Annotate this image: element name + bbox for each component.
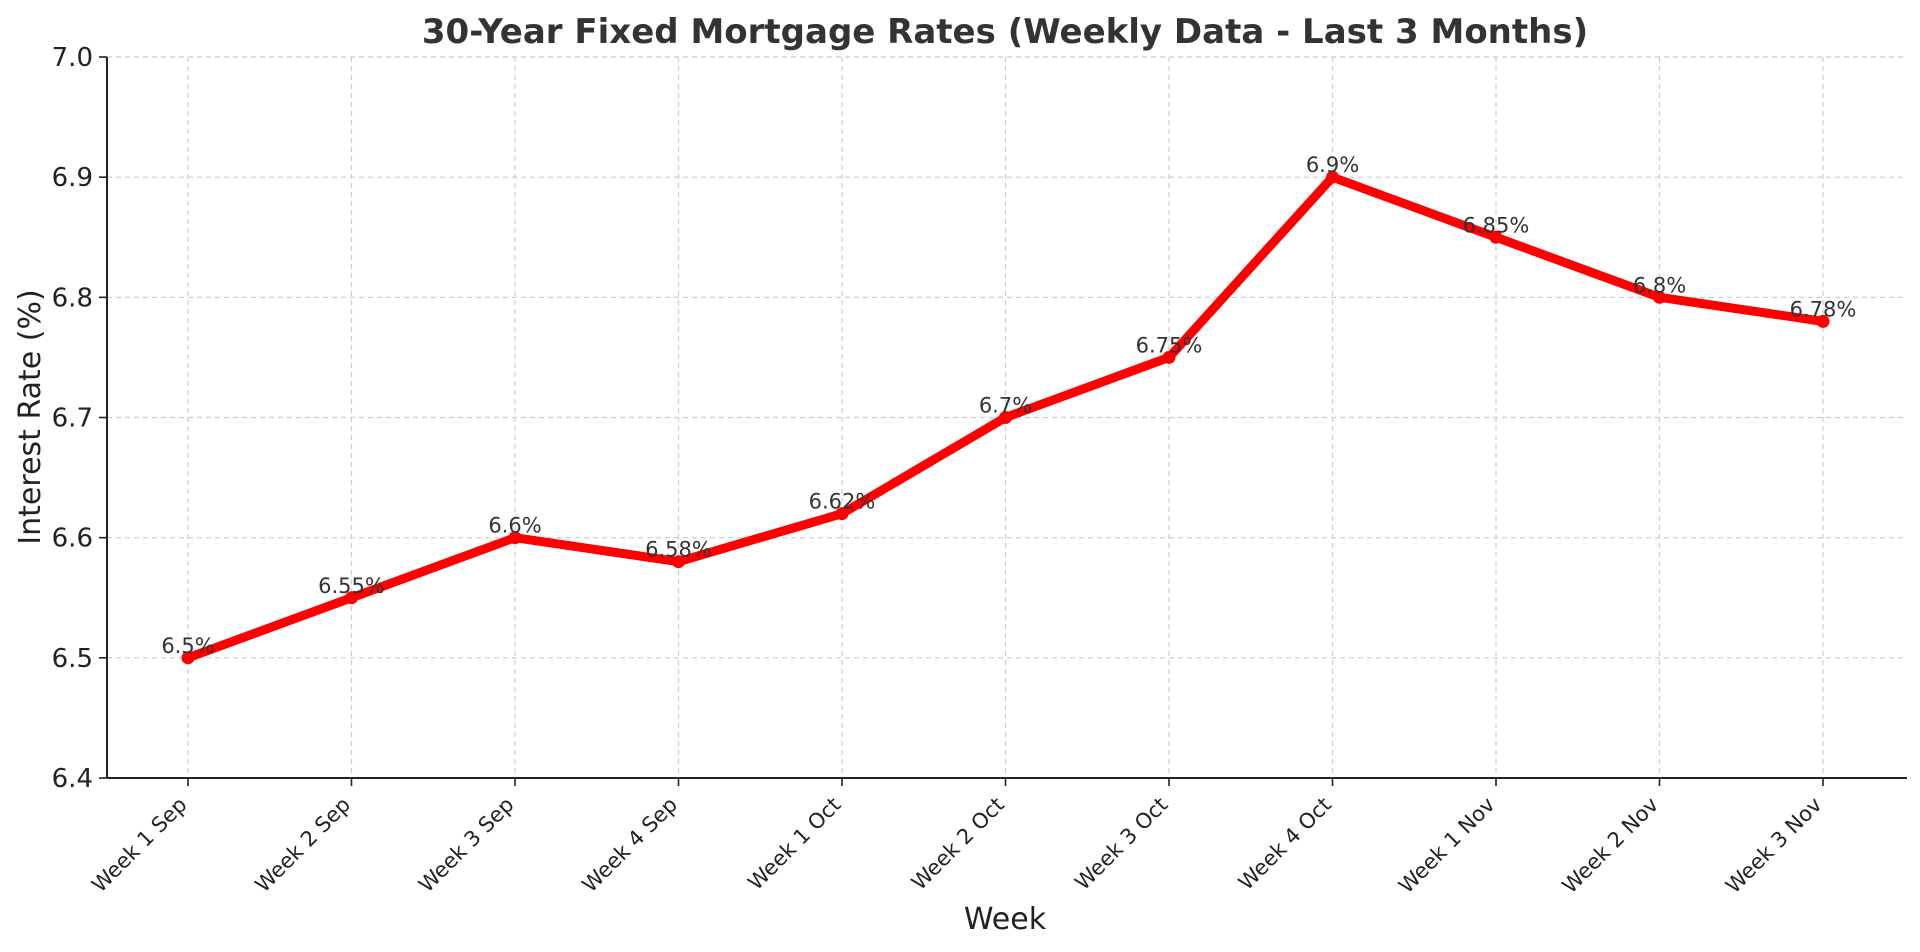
y-tick-label: 6.5 xyxy=(52,644,93,674)
series-rate xyxy=(181,170,1830,665)
y-axis-label: Interest Rate (%) xyxy=(13,289,48,544)
x-tick-label: Week 2 Oct xyxy=(907,793,1009,895)
y-tick-labels: 6.4 6.5 6.6 6.7 6.8 6.9 7.0 xyxy=(52,43,107,794)
x-tick-label: Week 4 Oct xyxy=(1234,793,1336,895)
data-label: 6.62% xyxy=(809,490,876,514)
y-tick-label: 6.7 xyxy=(52,404,93,434)
grid-lines xyxy=(107,56,1907,778)
x-tick-labels: Week 1 Sep Week 2 Sep Week 3 Sep Week 4 Sep… xyxy=(87,778,1827,898)
data-point xyxy=(1162,350,1176,364)
x-tick-label: Week 3 Oct xyxy=(1070,793,1172,895)
data-label: 6.75% xyxy=(1136,333,1203,357)
data-label: 6.7% xyxy=(979,394,1032,418)
data-point xyxy=(672,555,685,569)
x-axis-label: Week xyxy=(964,902,1047,937)
data-point xyxy=(835,507,849,521)
y-tick-label: 7.0 xyxy=(52,43,93,73)
data-point xyxy=(181,651,195,665)
data-point xyxy=(1326,170,1339,184)
x-tick-label: Week 1 Oct xyxy=(743,793,845,895)
data-point xyxy=(345,591,358,605)
y-tick-label: 6.9 xyxy=(52,163,93,193)
x-tick-label: Week 4 Sep xyxy=(578,793,683,898)
data-labels: 6.5% 6.55% 6.6% 6.58% 6.62% 6.7% 6.75% 6.9% 6.85… xyxy=(161,153,1856,658)
data-label: 6.58% xyxy=(645,538,712,562)
data-point xyxy=(508,531,522,545)
x-tick-label: Week 2 Nov xyxy=(1558,793,1664,899)
x-tick-label: Week 1 Nov xyxy=(1394,793,1500,899)
y-tick-label: 6.6 xyxy=(52,524,93,554)
x-tick-label: Week 3 Nov xyxy=(1721,793,1827,899)
chart-title: 30-Year Fixed Mortgage Rates (Weekly Dat… xyxy=(422,12,1588,52)
data-label: 6.8% xyxy=(1633,273,1686,297)
data-label: 6.55% xyxy=(318,574,385,598)
x-tick-label: Week 2 Sep xyxy=(251,793,356,898)
data-point xyxy=(1489,230,1503,244)
y-tick-label: 6.4 xyxy=(52,764,93,794)
data-point xyxy=(1653,290,1666,304)
data-point xyxy=(1816,314,1830,328)
data-point xyxy=(999,411,1012,424)
data-label: 6.85% xyxy=(1463,213,1530,237)
data-label: 6.78% xyxy=(1790,297,1857,321)
data-label: 6.6% xyxy=(488,514,541,538)
data-label: 6.5% xyxy=(161,634,214,658)
data-label: 6.9% xyxy=(1306,153,1359,177)
y-tick-label: 6.8 xyxy=(52,283,93,313)
x-tick-label: Week 3 Sep xyxy=(414,793,519,898)
x-tick-label: Week 1 Sep xyxy=(87,793,192,898)
